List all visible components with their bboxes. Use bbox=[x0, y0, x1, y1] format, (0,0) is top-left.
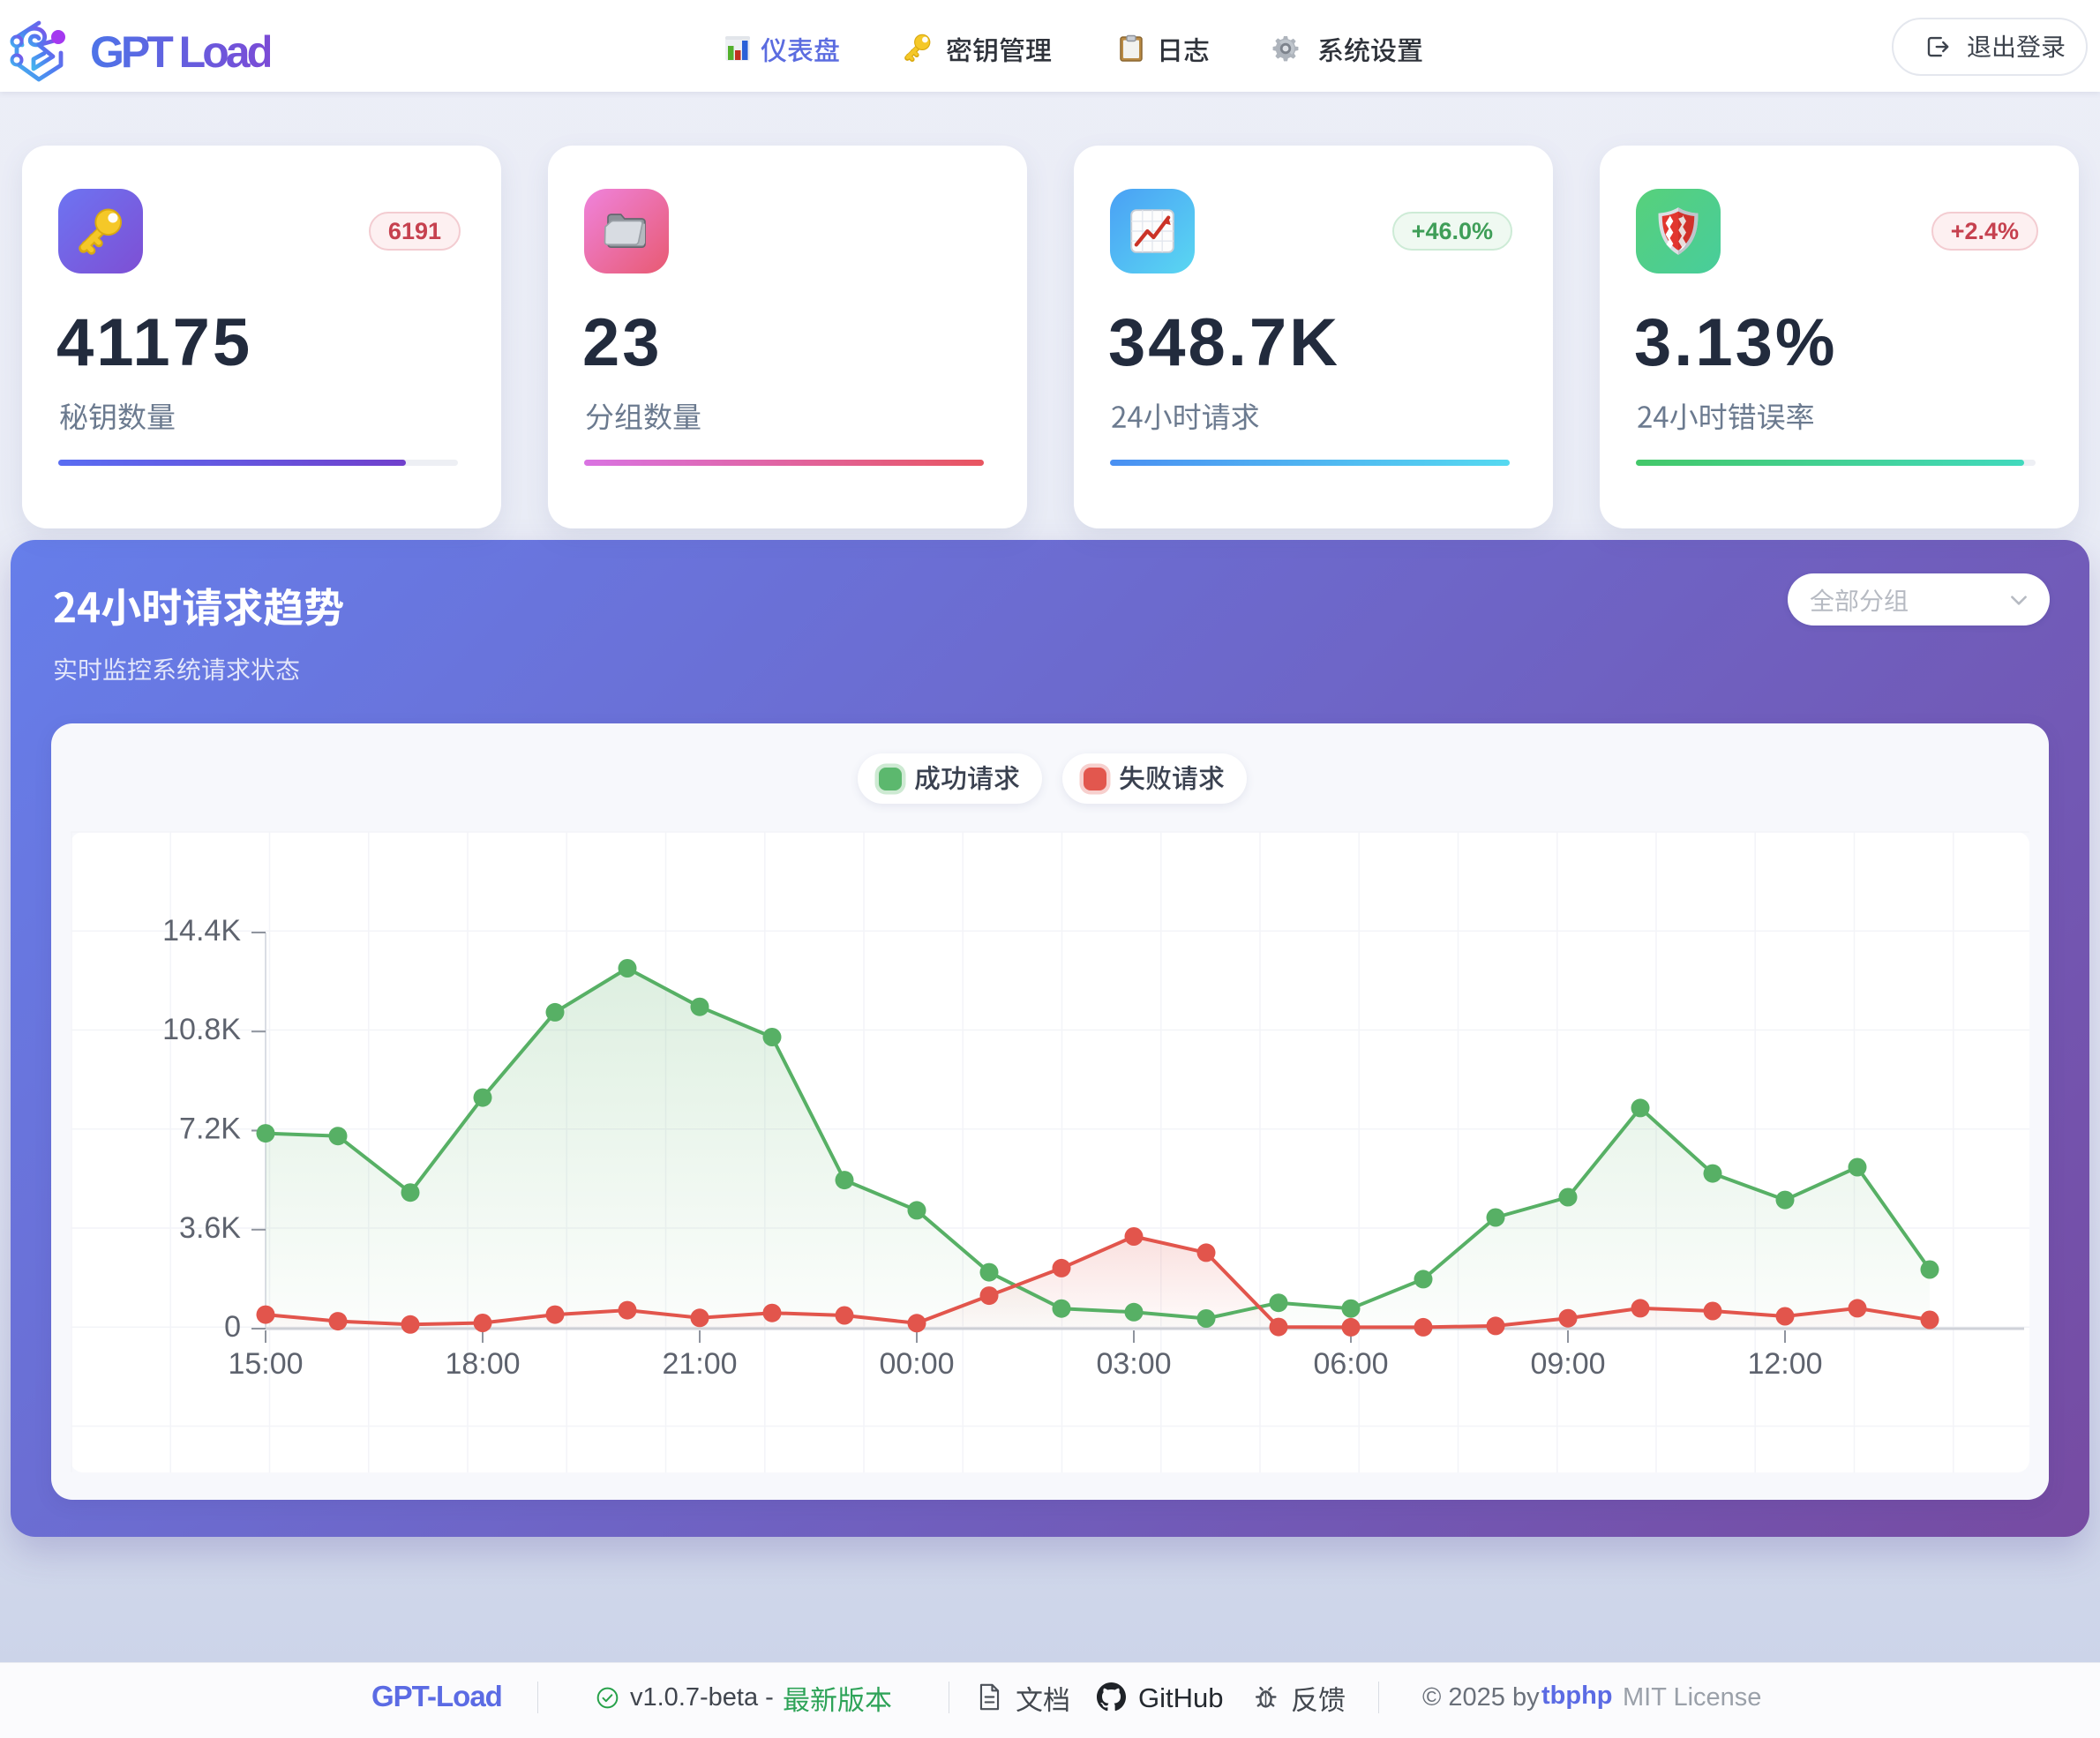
svg-text:0: 0 bbox=[224, 1310, 241, 1344]
svg-text:14.4K: 14.4K bbox=[162, 914, 241, 948]
svg-text:00:00: 00:00 bbox=[879, 1347, 954, 1381]
svg-text:7.2K: 7.2K bbox=[179, 1112, 241, 1146]
svg-text:03:00: 03:00 bbox=[1096, 1347, 1171, 1381]
svg-text:10.8K: 10.8K bbox=[162, 1013, 241, 1046]
svg-text:12:00: 12:00 bbox=[1747, 1347, 1822, 1381]
svg-text:18:00: 18:00 bbox=[445, 1347, 520, 1381]
svg-text:06:00: 06:00 bbox=[1313, 1347, 1388, 1381]
svg-text:09:00: 09:00 bbox=[1530, 1347, 1605, 1381]
svg-text:3.6K: 3.6K bbox=[179, 1211, 241, 1245]
svg-text:15:00: 15:00 bbox=[228, 1347, 303, 1381]
svg-text:21:00: 21:00 bbox=[662, 1347, 737, 1381]
